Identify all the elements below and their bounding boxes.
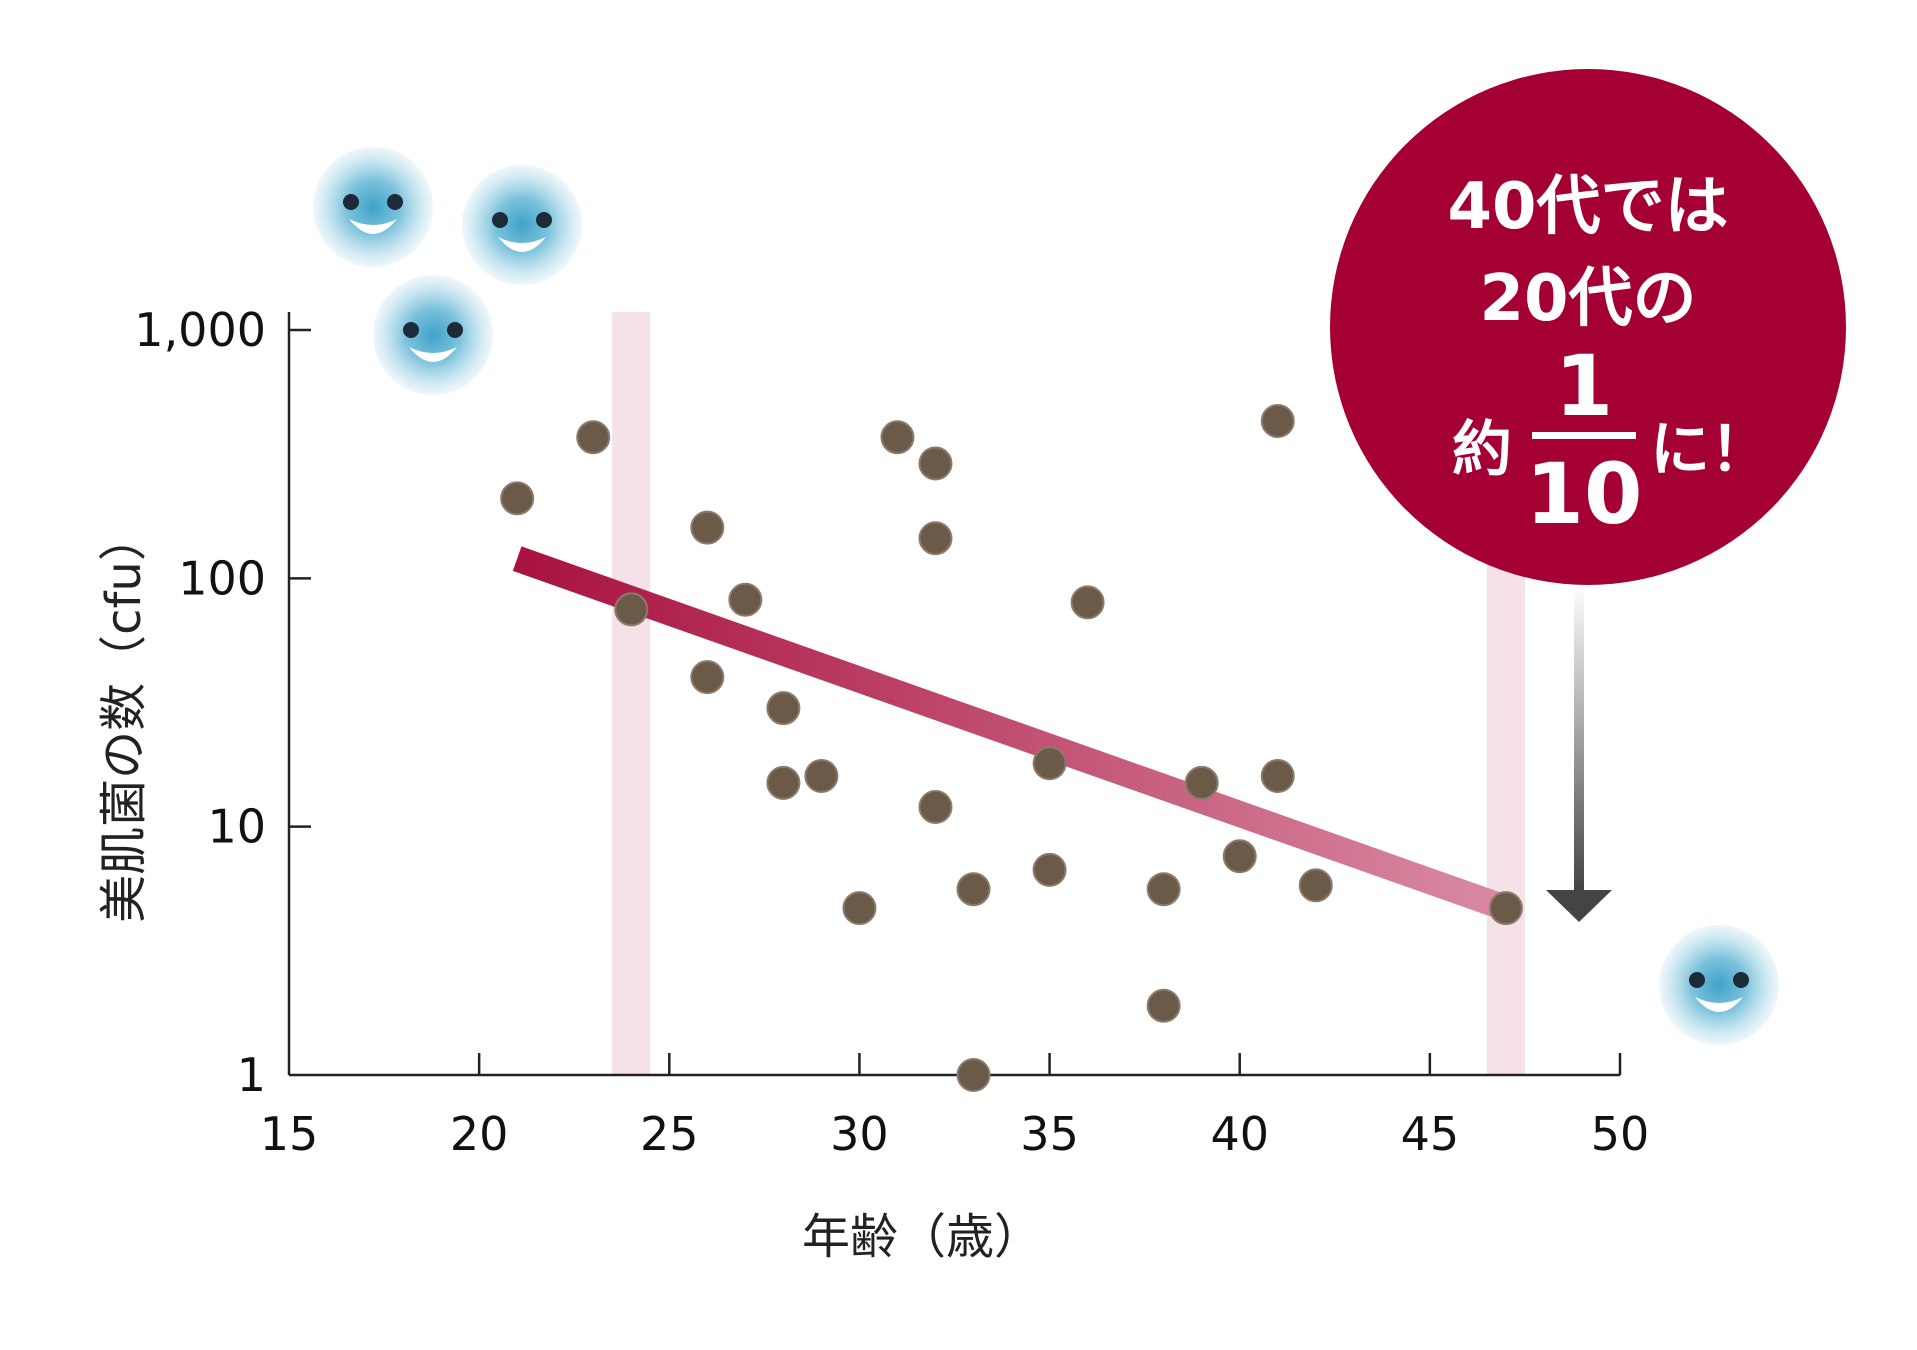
y-tick-label: 10: [207, 800, 266, 854]
data-point: [1032, 746, 1067, 781]
callout-badge: 40代では 20代の 約 1 10 に！: [1330, 69, 1846, 585]
x-axis-title: 年齢（歳）: [802, 1209, 1042, 1265]
data-point: [1488, 891, 1523, 926]
highlight-band: [612, 312, 651, 1075]
data-point: [880, 420, 915, 455]
trend-line: [512, 546, 1511, 921]
callout-denominator: 10: [1526, 445, 1643, 543]
callout-line2: 20代の: [1479, 262, 1696, 336]
smiley-faces: [313, 147, 1779, 1045]
x-tick-label: 25: [640, 1107, 699, 1161]
callout-prefix: 約: [1452, 415, 1512, 485]
data-point: [804, 758, 839, 793]
callout-numerator: 1: [1555, 337, 1613, 435]
data-point: [1260, 404, 1295, 439]
data-point: [842, 891, 877, 926]
x-tick-label: 35: [1020, 1107, 1079, 1161]
data-point: [1032, 852, 1067, 887]
x-tick-label: 45: [1401, 1107, 1460, 1161]
down-arrow-icon: [1546, 585, 1612, 922]
callout-suffix: に！: [1650, 415, 1770, 485]
x-tick-label: 40: [1210, 1107, 1269, 1161]
y-axis-ticks: 1 10 100 1,000: [134, 303, 311, 1102]
data-point: [918, 790, 953, 825]
data-point: [1298, 868, 1333, 903]
smiley-face-icon: [462, 165, 582, 285]
data-point: [1146, 988, 1181, 1023]
data-point: [690, 660, 725, 695]
data-point: [690, 510, 725, 545]
data-point: [1184, 765, 1219, 800]
data-point: [728, 582, 763, 617]
smiley-face-icon: [313, 147, 433, 267]
x-axis-ticks: 15 20 25 30 35 40 45 50: [260, 1053, 1650, 1161]
data-point: [1070, 585, 1105, 620]
y-axis-title: 美肌菌の数（cfu）: [96, 513, 152, 923]
data-point: [1260, 758, 1295, 793]
callout-line1: 40代では: [1447, 170, 1728, 244]
data-point: [1146, 872, 1181, 907]
y-tick-label: 1: [237, 1048, 266, 1102]
smiley-face-icon: [1659, 925, 1779, 1045]
y-tick-label: 1,000: [134, 303, 266, 357]
data-point: [500, 481, 535, 516]
data-point: [956, 872, 991, 907]
x-tick-label: 15: [260, 1107, 319, 1161]
data-points: [500, 404, 1523, 1092]
fraction-bar: [1532, 432, 1636, 439]
data-point: [766, 765, 801, 800]
smiley-face-icon: [373, 275, 493, 395]
data-point: [576, 420, 611, 455]
data-point: [918, 446, 953, 481]
data-point: [1222, 839, 1257, 874]
data-point: [956, 1058, 991, 1092]
data-point: [614, 592, 649, 627]
data-point: [918, 521, 953, 556]
y-tick-label: 100: [178, 551, 266, 605]
x-tick-label: 30: [830, 1107, 889, 1161]
axes: [287, 312, 1620, 1077]
x-tick-label: 20: [450, 1107, 509, 1161]
x-tick-label: 50: [1591, 1107, 1650, 1161]
data-point: [766, 691, 801, 726]
